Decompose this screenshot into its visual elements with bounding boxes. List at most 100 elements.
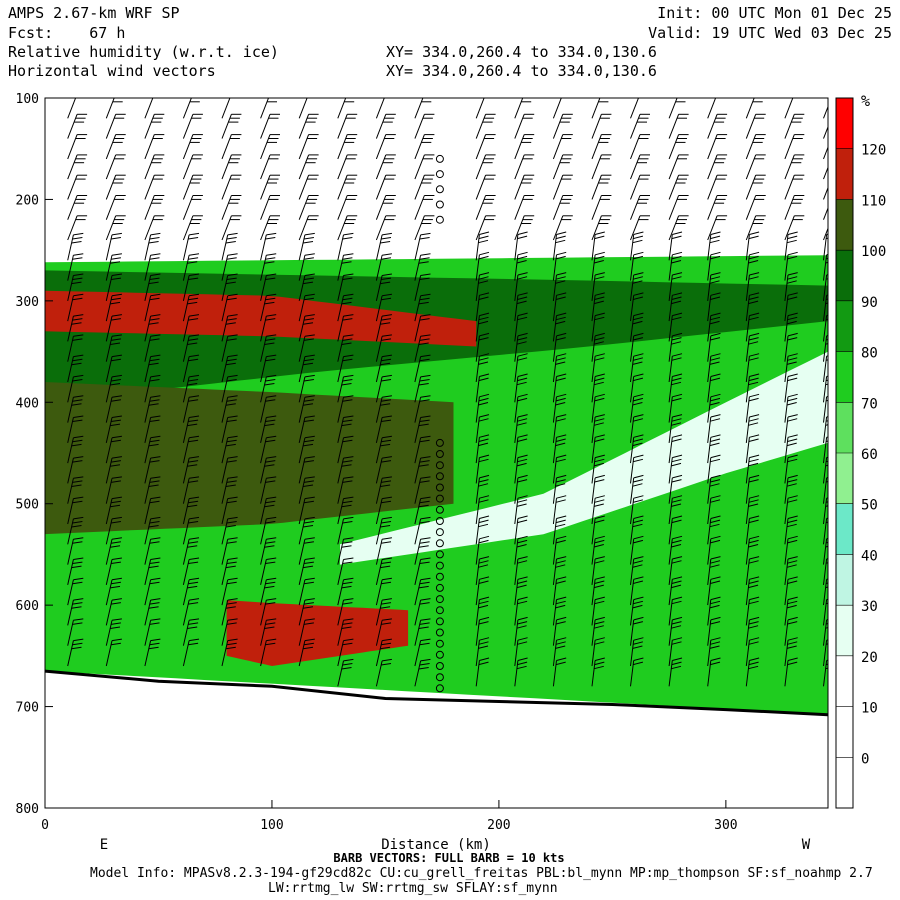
wind-barb-layer <box>67 98 828 693</box>
wind-barb <box>144 577 161 606</box>
y-axis: 100 200 300 400 500 600 700 800 <box>16 92 53 817</box>
wind-barb <box>514 657 528 687</box>
wind-barb <box>552 312 567 342</box>
wind-barb <box>221 174 242 200</box>
wind-barb <box>591 272 605 301</box>
wind-barb <box>337 154 358 180</box>
calm-wind-marker <box>435 505 444 514</box>
wind-barb <box>668 657 683 687</box>
y-tick-label: 400 <box>16 396 39 411</box>
wind-barb <box>375 293 392 322</box>
wind-barb <box>475 332 490 362</box>
wind-barb <box>591 195 612 220</box>
wind-barb <box>475 272 490 301</box>
wind-barb <box>182 215 203 241</box>
wind-barb <box>745 195 766 220</box>
wind-barb <box>144 415 161 444</box>
wind-barb <box>707 495 721 525</box>
y-tick-label: 100 <box>16 92 39 107</box>
wind-barb <box>668 576 683 606</box>
wind-barb <box>630 332 644 362</box>
wind-barb <box>707 373 721 403</box>
calm-wind-marker <box>435 561 444 570</box>
wind-barb <box>591 154 612 180</box>
wind-barb <box>260 638 277 667</box>
wind-barb <box>67 154 88 180</box>
wind-barb <box>668 353 683 383</box>
wind-barb <box>784 556 798 585</box>
calm-wind-marker <box>435 200 444 209</box>
colorbar-swatch <box>836 757 853 808</box>
wind-barb <box>514 113 535 139</box>
wind-barb <box>552 174 573 200</box>
wind-barb <box>144 273 161 302</box>
model-title: AMPS 2.67-km WRF SP <box>8 4 180 22</box>
wind-barb <box>182 113 203 139</box>
wind-barb <box>67 557 84 586</box>
wind-barb <box>514 616 528 646</box>
wind-barb <box>67 476 84 504</box>
wind-barb <box>668 312 683 342</box>
wind-barb <box>668 332 683 362</box>
colorbar-swatch <box>836 503 853 555</box>
wind-barb <box>67 516 84 545</box>
wind-barb <box>707 113 728 139</box>
calm-wind-marker <box>435 170 444 179</box>
x-tick-label: 200 <box>487 818 510 833</box>
wind-barb <box>67 354 84 383</box>
wind-barb <box>514 495 528 525</box>
wind-barb <box>475 215 496 241</box>
wind-barb <box>221 253 238 281</box>
wind-barb <box>745 495 760 525</box>
colorbar-tick-label: 20 <box>861 650 878 666</box>
wind-barb <box>630 454 644 484</box>
wind-barb <box>784 251 798 281</box>
wind-barb <box>375 232 392 261</box>
wind-barb <box>260 273 277 302</box>
wind-barb <box>298 557 315 586</box>
wind-barb <box>414 476 431 504</box>
wind-barb <box>375 113 396 139</box>
wind-barb <box>552 353 567 383</box>
wind-barb <box>784 195 805 220</box>
wind-barb <box>144 134 165 160</box>
wind-barb <box>221 456 238 484</box>
wind-barb <box>591 312 605 342</box>
wind-barb <box>337 174 358 200</box>
wind-barb <box>260 537 277 565</box>
wind-barb <box>514 134 535 160</box>
wind-barb <box>67 134 88 160</box>
wind-barb <box>668 215 689 241</box>
wind-barb <box>105 638 122 667</box>
wind-barb <box>260 154 280 180</box>
wind-barb <box>514 332 528 362</box>
wind-barb <box>221 215 242 241</box>
wind-barb <box>414 354 431 383</box>
wind-barb <box>591 393 605 423</box>
wind-barb <box>668 535 683 565</box>
wind-barb <box>144 113 165 139</box>
wind-barb <box>784 215 805 241</box>
colorbar-swatch <box>836 706 853 758</box>
wind-barb <box>475 474 490 504</box>
wind-barb <box>707 353 721 383</box>
wind-barb <box>260 314 277 342</box>
wind-barb <box>67 215 88 241</box>
wind-barb <box>707 474 721 504</box>
wind-barb <box>552 657 567 687</box>
wind-barb <box>630 535 644 565</box>
wind-barb <box>745 373 760 403</box>
wind-barb <box>144 215 165 241</box>
wind-barb <box>745 174 766 200</box>
calm-wind-marker <box>435 517 444 525</box>
wind-barb <box>630 393 644 423</box>
wind-barb <box>823 105 828 119</box>
wind-barb <box>630 434 644 464</box>
wind-barb <box>298 314 315 342</box>
wind-barb <box>337 293 354 322</box>
wind-barb <box>182 174 203 200</box>
wind-barb <box>591 616 605 646</box>
wind-barb <box>260 232 277 261</box>
y-tick-label: 500 <box>16 498 39 513</box>
wind-barb <box>514 373 528 403</box>
